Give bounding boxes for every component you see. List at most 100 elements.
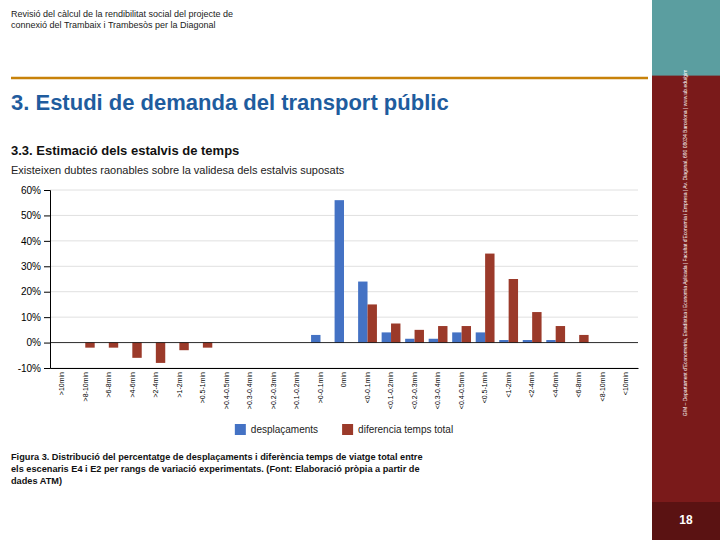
bar [462, 326, 471, 343]
sidebar-background [652, 0, 720, 540]
bar [405, 339, 414, 343]
x-tick: >4-6min [129, 372, 136, 398]
y-tick: 0% [27, 337, 50, 348]
x-tick-label: <0.4-0.5min [458, 372, 465, 409]
bar-series [85, 254, 588, 363]
bar [391, 324, 400, 343]
x-tick: <0.3-0.4min [434, 372, 441, 409]
sidebar: GIM – Departament d'Econometria, Estadís… [652, 0, 720, 540]
y-tick-label: 50% [21, 210, 41, 221]
y-tick-mark [44, 343, 50, 344]
y-tick-mark [44, 317, 50, 318]
grid [50, 190, 638, 368]
bar [556, 326, 565, 343]
figure-caption-line: els escenaris E4 i E2 per rangs de varia… [11, 464, 420, 474]
bar [203, 343, 212, 348]
x-tick: >1-2min [176, 372, 183, 398]
y-tick-mark [44, 292, 50, 293]
x-tick: <6-8min [575, 372, 582, 398]
x-tick-label: >1-2min [176, 372, 183, 398]
x-tick: <1-2min [505, 372, 512, 398]
page: GIM – Departament d'Econometria, Estadís… [0, 0, 720, 540]
y-tick: 20% [21, 286, 50, 297]
y-axis-line [44, 191, 51, 369]
legend-item: desplaçaments [235, 424, 318, 435]
header-separator [11, 77, 648, 80]
x-tick: <2-4min [528, 372, 535, 398]
bar [368, 304, 377, 342]
sidebar-corner [652, 0, 720, 76]
title: 3. Estudi de demanda del transport públi… [11, 90, 449, 115]
bar [438, 326, 447, 343]
y-tick-label: 0% [27, 337, 42, 348]
legend: desplaçaments diferencia temps total [235, 424, 453, 435]
x-tick: <0-0.1min [364, 372, 371, 403]
x-tick: >0.4-0.5min [223, 372, 230, 409]
zero-line [50, 342, 638, 343]
x-tick: <10min [622, 372, 629, 395]
legend-item: diferencia temps total [342, 424, 453, 435]
bar [311, 335, 320, 343]
y-tick-mark [44, 215, 50, 216]
sidebar-text: GIM – Departament d'Econometria, Estadís… [682, 70, 688, 417]
y-tick-label: -10% [18, 363, 41, 374]
x-tick-label: >10min [58, 372, 65, 395]
x-tick-label: >0.1-0.2min [293, 372, 300, 409]
y-tick-mark [44, 241, 50, 242]
x-tick: >0.5-1min [199, 372, 206, 403]
y-tick: 40% [21, 236, 50, 247]
x-tick-label: >0.4-0.5min [223, 372, 230, 409]
x-tick-label: <0-0.1min [364, 372, 371, 403]
x-tick-label: <8-10min [599, 372, 606, 401]
legend-swatch [342, 424, 353, 435]
page-number-box [652, 502, 720, 540]
x-tick: >10min [58, 372, 65, 395]
x-tick: >6-8min [105, 372, 112, 398]
y-tick: 10% [21, 312, 50, 323]
figure-caption: Figura 3. Distribució del percentatge de… [11, 452, 423, 486]
x-tick-label: 0min [340, 372, 347, 387]
y-tick-mark [44, 266, 50, 267]
header-text-line: Revisió del càlcul de la rendibilitat so… [11, 9, 233, 19]
x-tick-label: <4-6min [552, 372, 559, 398]
legend-label: desplaçaments [251, 424, 318, 435]
y-tick-label: 30% [21, 261, 41, 272]
y-tick-label: 20% [21, 286, 41, 297]
bar [415, 330, 424, 343]
figure-caption-line: dades ATM) [11, 476, 62, 486]
x-tick: >0.2-0.3min [270, 372, 277, 409]
y-tick: 30% [21, 261, 50, 272]
bar [485, 254, 494, 343]
x-tick: <0.2-0.3min [411, 372, 418, 409]
x-tick: <4-6min [552, 372, 559, 398]
x-tick: <8-10min [599, 372, 606, 401]
bar [109, 343, 118, 348]
header-text-line: connexió del Trambaix i Trambesòs per la… [11, 20, 216, 30]
x-tick: >0-0.1min [317, 372, 324, 403]
bar [156, 343, 165, 363]
y-tick-label: 10% [21, 312, 41, 323]
body-text: Existeixen dubtes raonables sobre la val… [11, 164, 345, 176]
x-tick-label: >2-4min [152, 372, 159, 398]
x-tick: >0.1-0.2min [293, 372, 300, 409]
x-tick-label: >0.3-0.4min [246, 372, 253, 409]
legend-swatch [235, 424, 246, 435]
x-tick: >2-4min [152, 372, 159, 398]
x-tick-label: <0.3-0.4min [434, 372, 441, 409]
grid-line [50, 342, 638, 343]
x-tick-label: >0.2-0.3min [270, 372, 277, 409]
x-tick: <0.5-1min [481, 372, 488, 403]
header-text: Revisió del càlcul de la rendibilitat so… [11, 9, 233, 30]
x-tick: >0.3-0.4min [246, 372, 253, 409]
x-tick-label: >0.5-1min [199, 372, 206, 403]
x-tick-label: <10min [622, 372, 629, 395]
y-tick: 60% [21, 185, 50, 196]
grid-line [50, 368, 638, 369]
bar [476, 332, 485, 342]
y-tick-mark [44, 368, 50, 369]
bar [132, 343, 141, 358]
y-axis: -10% 0% 10% 20% 30% 40% 50% 60% [18, 185, 51, 374]
x-tick-label: <0.2-0.3min [411, 372, 418, 409]
bar [509, 279, 518, 343]
y-tick: -10% [18, 363, 50, 374]
